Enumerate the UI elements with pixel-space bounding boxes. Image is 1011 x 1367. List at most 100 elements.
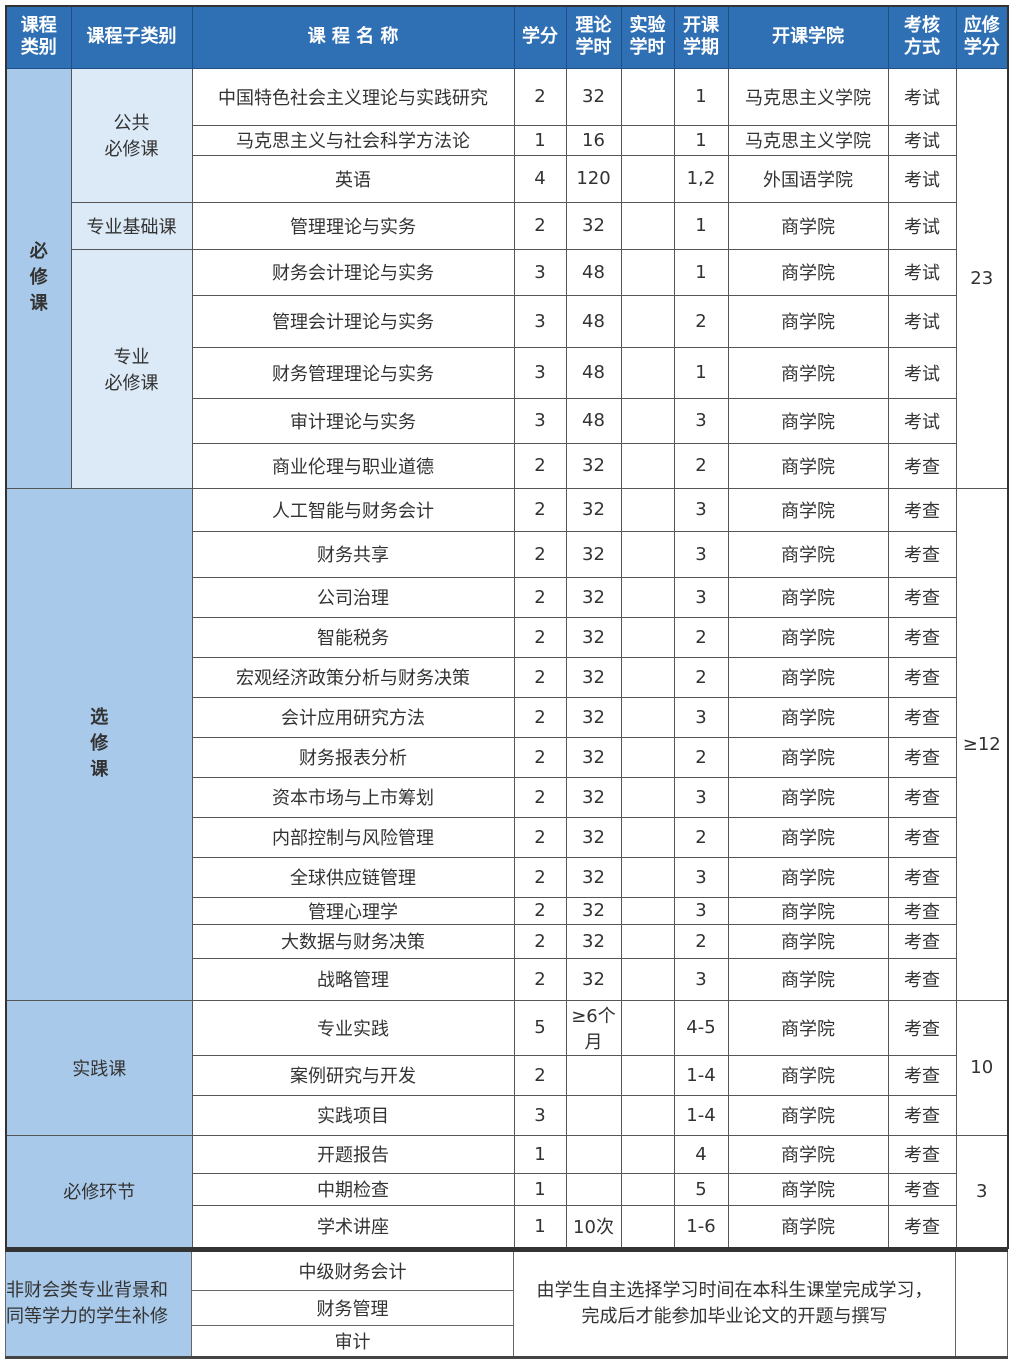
theory-hours [565,1094,622,1136]
theory-hours: 32 [565,576,622,618]
college: 商学院 [727,816,889,858]
theory-hours: ≥6个月 [565,999,622,1056]
semester: 2 [673,442,729,489]
course-row: 财务报表分析 2 32 2 商学院 考查 [6,736,1008,778]
course-name: 内部控制与风险管理 [191,816,515,858]
theory-hours: 32 [565,487,622,532]
section-required-credits: ≥12 [955,487,1009,1001]
credits: 2 [513,201,567,250]
lab-hours [620,442,675,489]
course-row: 财务共享 2 32 3 商学院 考查 [6,530,1008,578]
section-required-credits: 3 [955,1134,1009,1249]
assessment: 考查 [887,487,957,532]
assessment: 考查 [887,616,957,658]
lab-hours [620,530,675,578]
header-row: 课程 类别 课程子类别课 程 名 称学分 理论 学时 实验 学时 开课 学期 开课学院 考核… [5,5,1009,69]
semester: 1 [673,248,729,296]
assessment: 考查 [887,736,957,778]
semester: 1-4 [673,1054,729,1096]
supplement-table: 非财会类专业背景和 同等学力的学生补修 中级财务会计 由学生自主选择学习时间在本科生… [5,1248,1008,1359]
college: 商学院 [727,776,889,818]
theory-hours: 48 [565,248,622,296]
assessment: 考查 [887,896,957,925]
credits: 2 [513,656,567,698]
lab-hours [620,696,675,738]
course-name: 审计理论与实务 [191,397,515,444]
assessment: 考查 [887,656,957,698]
college: 商学院 [727,1204,889,1249]
semester: 2 [673,616,729,658]
credits: 3 [513,294,567,348]
credits: 2 [513,957,567,1001]
supplement-row: 非财会类专业背景和 同等学力的学生补修 中级财务会计 由学生自主选择学习时间在本科生… [5,1249,1008,1358]
semester: 2 [673,656,729,698]
credits: 2 [513,896,567,925]
header-subcategory: 课程子类别 [70,5,193,69]
supplement-label: 非财会类专业背景和 同等学力的学生补修 [5,1249,192,1358]
semester: 1 [673,67,729,126]
assessment: 考查 [887,696,957,738]
credits: 2 [513,816,567,858]
assessment: 考查 [887,776,957,818]
theory-hours: 32 [565,616,622,658]
course-name: 全球供应链管理 [191,856,515,898]
supplement-course: 中级财务会计 [191,1249,514,1291]
section-category: 必修环节 [5,1134,193,1249]
course-name: 财务共享 [191,530,515,578]
course-name: 宏观经济政策分析与财务决策 [191,656,515,698]
assessment: 考试 [887,346,957,399]
theory-hours: 32 [565,67,622,126]
semester: 1 [673,201,729,250]
semester: 4 [673,1134,729,1174]
course-name: 人工智能与财务会计 [191,487,515,532]
semester: 3 [673,957,729,1001]
header-category: 课程 类别 [5,5,72,69]
semester: 1 [673,124,729,156]
course-row: 必修环节 开题报告 1 4 商学院 考查 3 [5,1134,1009,1249]
course-name: 商业伦理与职业道德 [191,442,515,489]
assessment: 考查 [887,442,957,489]
lab-hours [620,67,675,126]
course-row: 选修课 人工智能与财务会计 2 32 3 商学院 考查 ≥12 [5,487,1009,1001]
semester: 1-4 [673,1094,729,1136]
lab-hours [620,1134,675,1174]
college: 商学院 [727,736,889,778]
theory-hours: 48 [565,346,622,399]
credits: 2 [513,696,567,738]
header-lab-hours: 实验 学时 [620,5,675,69]
credits: 3 [513,248,567,296]
credits: 2 [513,616,567,658]
header-required-credits: 应修 学分 [955,5,1009,69]
assessment: 考查 [887,923,957,959]
college: 外国语学院 [727,154,889,203]
lab-hours [620,856,675,898]
course-name: 财务会计理论与实务 [191,248,515,296]
section-required-credits: 23 [955,67,1009,489]
assessment: 考试 [887,201,957,250]
college: 商学院 [727,656,889,698]
lab-hours [620,776,675,818]
theory-hours: 32 [565,923,622,959]
credits: 1 [513,124,567,156]
credits: 2 [513,1054,567,1096]
course-name: 管理会计理论与实务 [191,294,515,348]
course-row: 大数据与财务决策 2 32 2 商学院 考查 [6,923,1008,959]
course-row: 审计理论与实务 3 48 3 商学院 考试 [6,397,1008,444]
credits: 2 [513,776,567,818]
college: 商学院 [727,530,889,578]
credits: 3 [513,346,567,399]
credits: 2 [513,576,567,618]
credits: 4 [513,154,567,203]
header-theory-hours: 理论 学时 [565,5,622,69]
credits: 2 [513,923,567,959]
theory-hours: 32 [565,696,622,738]
theory-hours [565,1134,622,1174]
semester: 3 [673,776,729,818]
semester: 1 [673,346,729,399]
theory-hours: 32 [565,816,622,858]
lab-hours [620,999,675,1056]
lab-hours [620,397,675,444]
course-row: 实践课 专业实践 5 ≥6个月 4-5 商学院 考查 10 [5,999,1009,1136]
semester: 3 [673,530,729,578]
course-name: 中期检查 [191,1172,515,1206]
